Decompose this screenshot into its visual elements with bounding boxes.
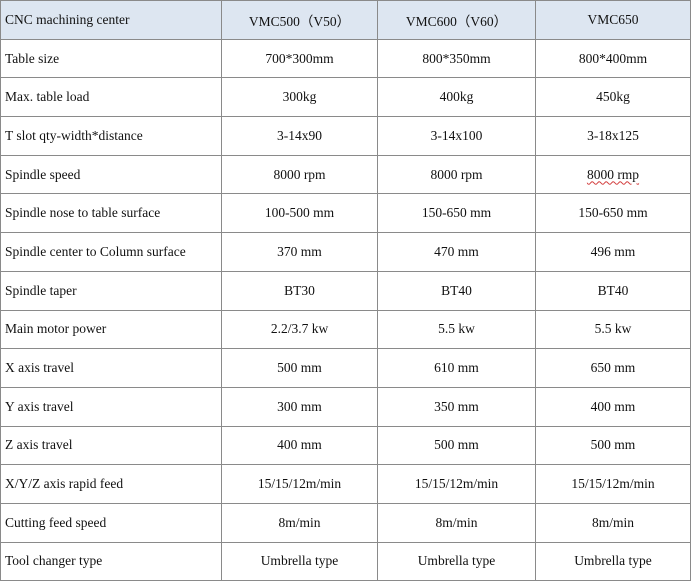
table-row: X axis travel 500 mm 610 mm 650 mm: [0, 348, 691, 388]
value-vmc500: 300 mm: [221, 386, 378, 427]
value-vmc600: 3-14x100: [377, 116, 536, 156]
table-row: Tool changer type Umbrella type Umbrella…: [0, 541, 691, 582]
value-vmc600: 150-650 mm: [377, 193, 536, 234]
table-row: X/Y/Z axis rapid feed 15/15/12m/min 15/1…: [0, 464, 691, 504]
row-label: Tool changer type: [0, 541, 222, 582]
table-row: Max. table load 300kg 400kg 450kg: [0, 77, 691, 118]
value-vmc650: BT40: [535, 270, 691, 311]
value-vmc500: 700*300mm: [221, 38, 378, 79]
value-vmc650: 650 mm: [535, 348, 691, 388]
value-vmc500: 400 mm: [221, 425, 378, 466]
value-vmc650: 5.5 kw: [535, 309, 691, 350]
row-label: Y axis travel: [0, 386, 222, 427]
header-model-vmc600: VMC600（V60）: [377, 0, 536, 40]
value-vmc500: 100-500 mm: [221, 193, 378, 234]
value-vmc600: 470 mm: [377, 232, 536, 272]
value-vmc500: 15/15/12m/min: [221, 464, 378, 504]
row-label: Table size: [0, 38, 222, 79]
value-vmc600: 350 mm: [377, 386, 536, 427]
row-label: Z axis travel: [0, 425, 222, 466]
value-vmc650: 150-650 mm: [535, 193, 691, 234]
table-row: Spindle speed 8000 rpm 8000 rpm 8000 rmp: [0, 154, 691, 195]
row-label: Spindle center to Column surface: [0, 232, 222, 272]
table-row: Spindle center to Column surface 370 mm …: [0, 232, 691, 272]
table-row: T slot qty-width*distance 3-14x90 3-14x1…: [0, 116, 691, 156]
row-label: Main motor power: [0, 309, 222, 350]
value-vmc600: BT40: [377, 270, 536, 311]
value-vmc650: Umbrella type: [535, 541, 691, 582]
row-label: Spindle taper: [0, 270, 222, 311]
row-label: X axis travel: [0, 348, 222, 388]
value-vmc500: 3-14x90: [221, 116, 378, 156]
table-row: Table size 700*300mm 800*350mm 800*400mm: [0, 38, 691, 79]
table-row: Spindle taper BT30 BT40 BT40: [0, 270, 691, 311]
table-row: Spindle nose to table surface 100-500 mm…: [0, 193, 691, 234]
value-vmc650: 15/15/12m/min: [535, 464, 691, 504]
row-label: T slot qty-width*distance: [0, 116, 222, 156]
value-vmc500: 500 mm: [221, 348, 378, 388]
value-vmc500: Umbrella type: [221, 541, 378, 582]
value-vmc500: 2.2/3.7 kw: [221, 309, 378, 350]
row-label: Cutting feed speed: [0, 502, 222, 543]
table-row: Main motor power 2.2/3.7 kw 5.5 kw 5.5 k…: [0, 309, 691, 350]
value-vmc500: 8m/min: [221, 502, 378, 543]
value-vmc500: 8000 rpm: [221, 154, 378, 195]
value-vmc500: 370 mm: [221, 232, 378, 272]
value-vmc500: BT30: [221, 270, 378, 311]
row-label: X/Y/Z axis rapid feed: [0, 464, 222, 504]
value-vmc650: 8m/min: [535, 502, 691, 543]
value-vmc650: 800*400mm: [535, 38, 691, 79]
row-label: Spindle speed: [0, 154, 222, 195]
table-row: Cutting feed speed 8m/min 8m/min 8m/min: [0, 502, 691, 543]
value-vmc600: 5.5 kw: [377, 309, 536, 350]
value-vmc650: 496 mm: [535, 232, 691, 272]
header-model-vmc500: VMC500（V50）: [221, 0, 378, 40]
value-vmc650: 400 mm: [535, 386, 691, 427]
value-vmc600: 500 mm: [377, 425, 536, 466]
header-label-cell: CNC machining center: [0, 0, 222, 40]
value-vmc600: 8m/min: [377, 502, 536, 543]
row-label: Max. table load: [0, 77, 222, 118]
header-model-vmc650: VMC650: [535, 0, 691, 40]
value-vmc500: 300kg: [221, 77, 378, 118]
value-vmc650: 8000 rmp: [535, 154, 691, 195]
value-vmc600: Umbrella type: [377, 541, 536, 582]
value-vmc600: 15/15/12m/min: [377, 464, 536, 504]
row-label: Spindle nose to table surface: [0, 193, 222, 234]
value-vmc650: 3-18x125: [535, 116, 691, 156]
value-vmc600: 400kg: [377, 77, 536, 118]
value-vmc600: 800*350mm: [377, 38, 536, 79]
value-vmc600: 610 mm: [377, 348, 536, 388]
value-vmc650: 500 mm: [535, 425, 691, 466]
value-vmc600: 8000 rpm: [377, 154, 536, 195]
table-row: Z axis travel 400 mm 500 mm 500 mm: [0, 425, 691, 466]
value-vmc650: 450kg: [535, 77, 691, 118]
spell-check-flagged-text: 8000 rmp: [586, 166, 640, 182]
header-row: CNC machining center VMC500（V50） VMC600（…: [0, 0, 691, 40]
table-row: Y axis travel 300 mm 350 mm 400 mm: [0, 386, 691, 427]
spec-table-body: Table size 700*300mm 800*350mm 800*400mm…: [0, 38, 691, 582]
